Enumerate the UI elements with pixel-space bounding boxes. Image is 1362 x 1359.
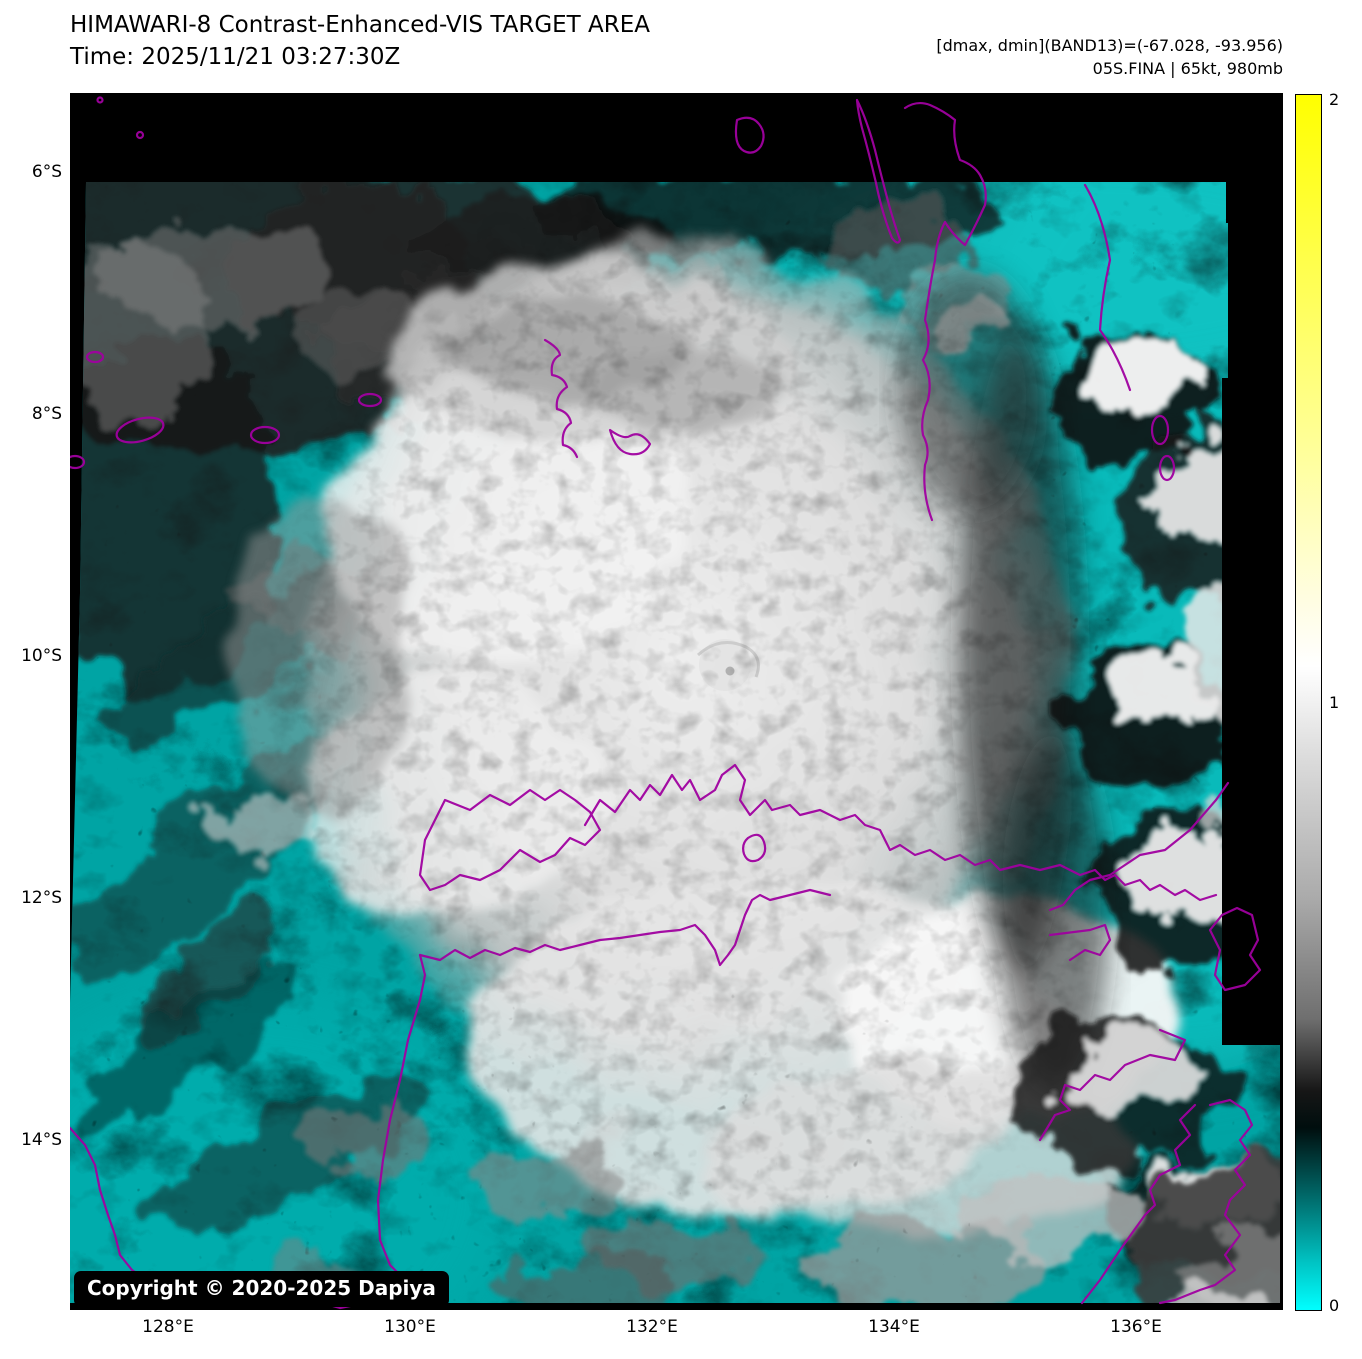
colorbar-tick-0: 0: [1329, 1296, 1340, 1315]
islet-dot-1: [96, 96, 104, 104]
coastline-tanimbar: [543, 338, 579, 459]
y-tick-12s: 12°S: [21, 888, 62, 908]
band13-annotation: [dmax, dmin](BAND13)=(-67.028, -93.956): [936, 36, 1283, 55]
island-large-top: [903, 101, 987, 522]
colorbar-tick-1: 1: [1329, 693, 1340, 712]
x-tick-136e: 136°E: [1110, 1317, 1162, 1337]
y-tick-6s: 6°S: [31, 162, 62, 182]
satellite-plot: Copyright © 2020-2025 Dapiya: [70, 93, 1283, 1310]
coastline-mainland-south: [418, 888, 832, 967]
coastline-tanimbar-spur: [608, 428, 652, 456]
coastline-blue-mud-bay: [1038, 1028, 1187, 1142]
figure-time: Time: 2025/11/21 03:27:30Z: [70, 44, 401, 70]
y-tick-14s: 14°S: [21, 1130, 62, 1150]
satellite-data-region: [70, 182, 1280, 1303]
islet-oval-1: [1150, 414, 1170, 446]
x-tick-130e: 130°E: [384, 1317, 436, 1337]
coastline-wessel-islands: [1048, 781, 1230, 912]
coastlines: [70, 96, 1262, 1310]
copyright-badge: Copyright © 2020-2025 Dapiya: [74, 1271, 449, 1307]
islet-dot-2: [135, 130, 145, 140]
islet-west-4: [85, 350, 105, 364]
y-tick-8s: 8°S: [31, 404, 62, 424]
coastline-bay-loop: [742, 833, 767, 863]
storm-annotation: 05S.FINA | 65kt, 980mb: [1092, 59, 1283, 78]
colorbar-tick-2: 2: [1329, 90, 1340, 109]
islet-oval-2: [1158, 454, 1176, 482]
islet-west-2: [249, 425, 281, 445]
coastline-wiggle-northeast: [1083, 183, 1132, 392]
coastline-arnhem-north: [583, 763, 1218, 902]
coastline-inner-islands: [1048, 923, 1112, 962]
x-tick-132e: 132°E: [626, 1317, 678, 1337]
y-tick-10s: 10°S: [21, 646, 62, 666]
islet-west-1: [115, 416, 165, 444]
satellite-image: [70, 93, 1283, 1310]
island-thin-top: [855, 98, 902, 244]
coastline-groote-eylandt: [1208, 906, 1262, 992]
figure-title: HIMAWARI-8 Contrast-Enhanced-VIS TARGET …: [70, 12, 651, 38]
islet-west-5: [70, 454, 86, 470]
x-tick-128e: 128°E: [142, 1317, 194, 1337]
coastline-tiwi-islands: [418, 788, 602, 892]
island-blob-top: [734, 116, 765, 154]
coastline-gulf-outer: [1158, 1098, 1254, 1305]
islet-west-3: [357, 392, 383, 408]
coastline-gulf-inner: [1080, 1103, 1197, 1305]
colorbar: [1295, 94, 1322, 1311]
x-tick-134e: 134°E: [868, 1317, 920, 1337]
